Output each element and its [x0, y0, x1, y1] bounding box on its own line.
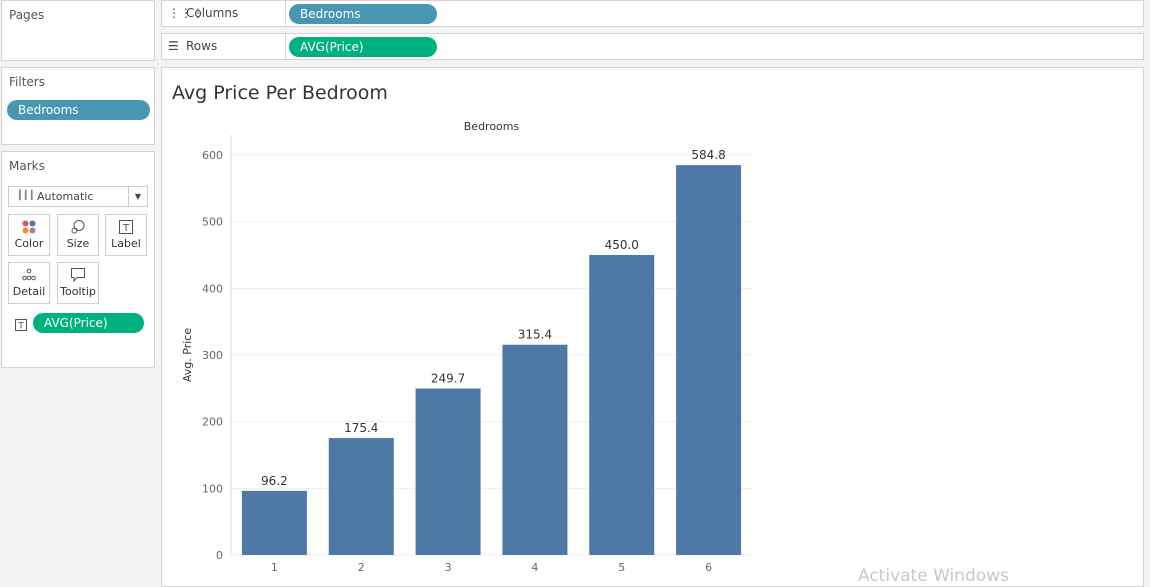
detail-icon: [9, 263, 49, 285]
columns-shelf[interactable]: ⋮⋮⋮ Columns Bedrooms: [161, 0, 1144, 27]
pages-title: Pages: [9, 8, 45, 22]
color-button[interactable]: Color: [8, 214, 50, 256]
sheet-panel: [161, 67, 1144, 587]
filters-title: Filters: [9, 75, 45, 89]
tooltip-button[interactable]: Tooltip: [57, 262, 99, 304]
label-icon: T: [106, 215, 146, 237]
svg-text:T: T: [122, 223, 130, 234]
pages-panel: Pages: [1, 0, 155, 61]
filter-pill-bedrooms[interactable]: Bedrooms: [7, 100, 150, 120]
color-icon: [9, 215, 49, 237]
size-label: Size: [66, 237, 90, 250]
detail-button[interactable]: Detail: [8, 262, 50, 304]
size-icon: [58, 215, 98, 237]
chevron-down-icon[interactable]: ▼: [128, 187, 147, 206]
bar-chart-icon: ▎▎▎: [19, 191, 38, 201]
rows-icon: ☰: [168, 39, 179, 53]
detail-label: Detail: [12, 285, 46, 298]
sheet-title: Avg Price Per Bedroom: [172, 82, 388, 104]
filters-panel: Filters Bedrooms: [1, 67, 155, 145]
size-button[interactable]: Size: [57, 214, 99, 256]
color-label: Color: [14, 237, 44, 250]
columns-icon: ⋮⋮⋮: [168, 6, 204, 20]
marks-title: Marks: [9, 159, 45, 173]
text-label-icon: T: [15, 316, 27, 335]
columns-label: Columns: [186, 6, 239, 20]
tooltip-label: Tooltip: [60, 285, 96, 298]
label-button[interactable]: T Label: [105, 214, 147, 256]
mark-type-dropdown[interactable]: ▎▎▎ Automatic ▼: [8, 186, 148, 207]
rows-shelf[interactable]: ☰ Rows AVG(Price): [161, 33, 1144, 60]
columns-shelf-label-area: ⋮⋮⋮ Columns: [162, 1, 286, 26]
rows-pill-avg-price[interactable]: AVG(Price): [289, 37, 437, 57]
rows-label: Rows: [186, 39, 218, 53]
svg-text:T: T: [17, 322, 24, 332]
marks-panel: Marks: [1, 151, 155, 368]
label-label: Label: [111, 237, 141, 250]
rows-shelf-label-area: ☰ Rows: [162, 34, 286, 59]
tooltip-icon: [58, 263, 98, 285]
marks-pill-avg-price[interactable]: AVG(Price): [33, 313, 144, 333]
activate-windows-watermark: Activate Windows: [858, 566, 1009, 586]
columns-pill-bedrooms[interactable]: Bedrooms: [289, 4, 437, 24]
mark-type-value: Automatic: [37, 190, 94, 203]
